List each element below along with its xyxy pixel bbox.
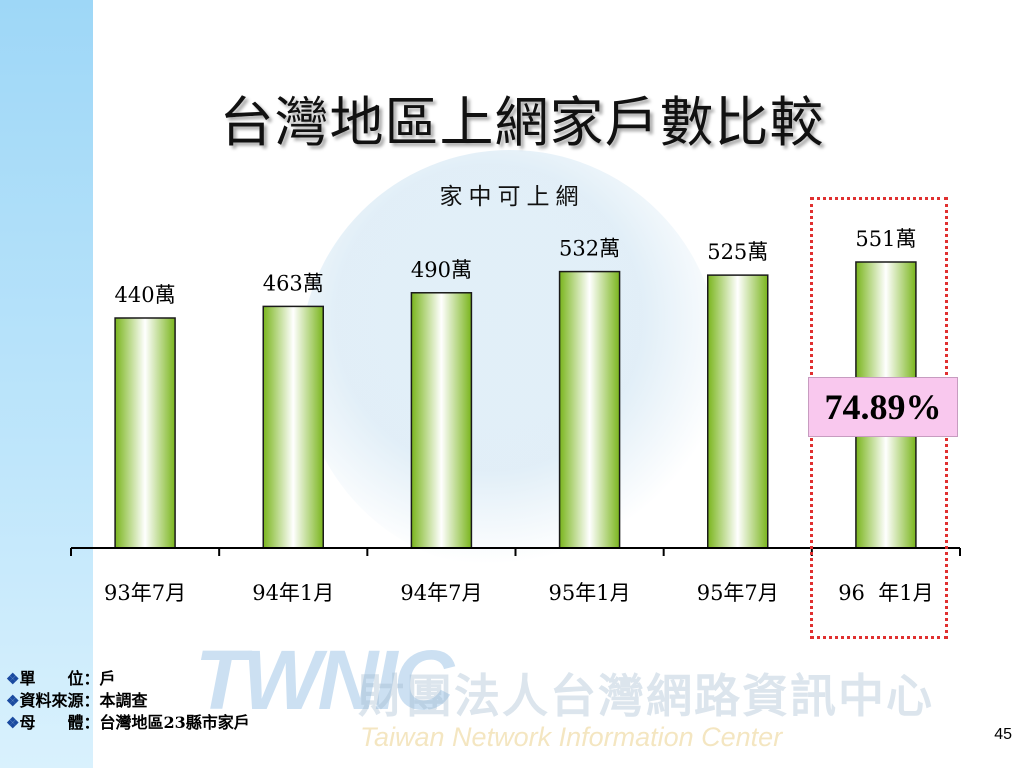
diamond-bullet-icon: ❖ (6, 670, 20, 688)
x-tick-label: 94年7月 (400, 581, 482, 605)
globe-watermark (300, 150, 720, 570)
x-tick-label: 96 年1月 (838, 581, 933, 605)
x-tick-label: 95年1月 (549, 581, 631, 605)
bar-data-label: 525萬 (707, 240, 768, 264)
diamond-bullet-icon: ❖ (6, 714, 20, 732)
left-decor-band (0, 0, 93, 768)
x-tick-label: 94年1月 (252, 581, 334, 605)
footnote-unit: ❖單 位：戶 (6, 668, 250, 690)
page-number: 45 (994, 726, 1012, 743)
bar-data-label: 551萬 (855, 227, 916, 251)
footnote-text: 單 位：戶 (19, 669, 116, 688)
bar (114, 317, 176, 549)
percentage-callout: 74.89% (808, 377, 958, 437)
footnote-text: 資料來源：本調查 (19, 691, 148, 710)
bar-data-label: 532萬 (559, 237, 620, 261)
diamond-bullet-icon: ❖ (6, 692, 20, 710)
org-name-english: Taiwan Network Information Center (360, 722, 783, 752)
bar (262, 305, 324, 549)
bar (410, 292, 473, 549)
bar (707, 274, 769, 549)
org-name-chinese: 財團法人台灣網路資訊中心 (358, 669, 934, 723)
chart-title: 家中可上網 (439, 184, 585, 210)
footnote-population: ❖母 體：台灣地區23縣市家戶 (6, 712, 250, 734)
footnotes: ❖單 位：戶 ❖資料來源：本調查 ❖母 體：台灣地區23縣市家戶 (6, 668, 250, 734)
x-tick-label: 93年7月 (104, 581, 186, 605)
footnote-text: 母 體：台灣地區23縣市家戶 (19, 713, 250, 732)
bar-data-label: 463萬 (263, 271, 324, 295)
bar-data-label: 490萬 (411, 258, 472, 282)
bar (558, 270, 621, 549)
footnote-source: ❖資料來源：本調查 (6, 690, 250, 712)
bar-data-label: 440萬 (115, 283, 176, 307)
slide-title: 台灣地區上網家戶數比較 (219, 91, 825, 154)
x-tick-label: 95年7月 (697, 581, 779, 605)
